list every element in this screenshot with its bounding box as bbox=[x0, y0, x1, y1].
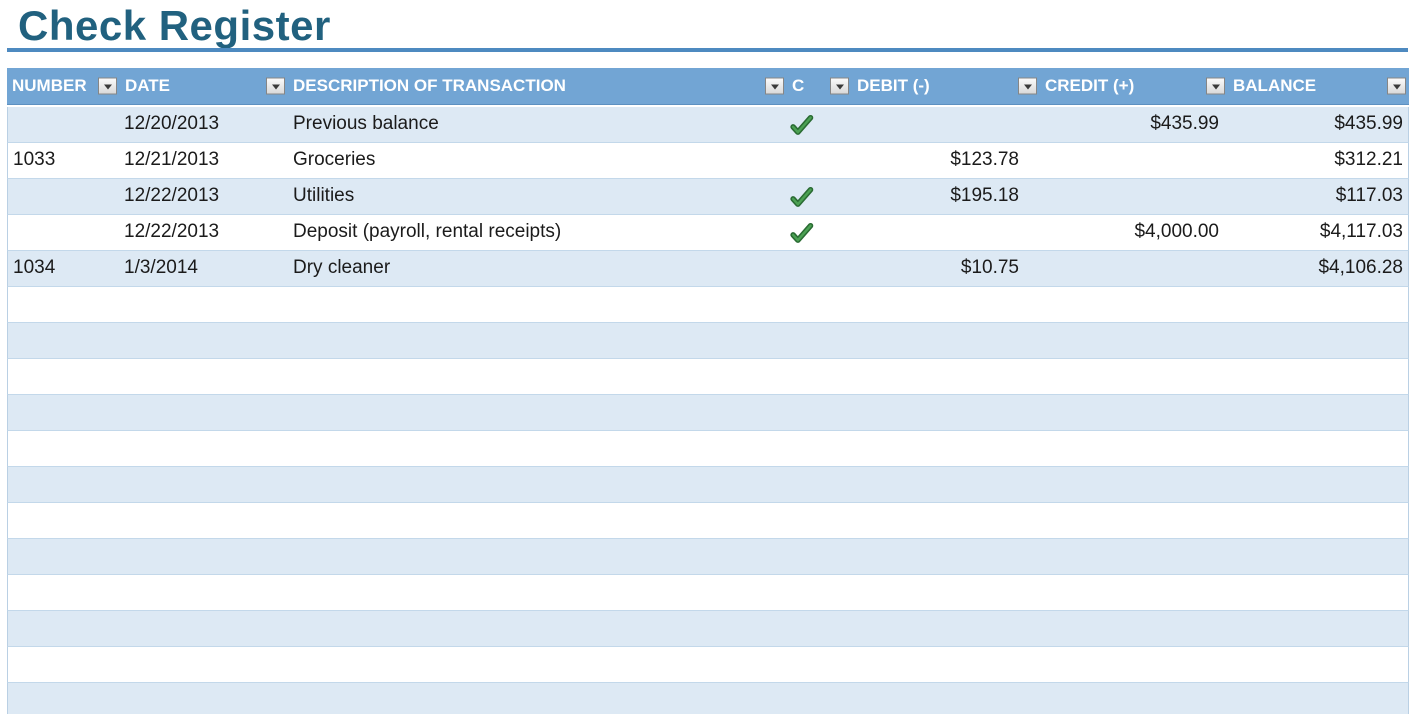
column-header-balance-label: BALANCE bbox=[1233, 76, 1317, 95]
filter-arrow-icon bbox=[1392, 84, 1401, 89]
cell-description[interactable]: Groceries bbox=[293, 149, 376, 170]
cell-debit[interactable]: $195.18 bbox=[950, 185, 1019, 206]
cell-cleared[interactable] bbox=[788, 215, 853, 250]
cell-number[interactable]: 1033 bbox=[13, 149, 56, 170]
cell-cleared[interactable] bbox=[788, 251, 853, 286]
column-header-cleared-label: C bbox=[792, 76, 805, 95]
column-header-date-label: DATE bbox=[125, 76, 171, 95]
filter-arrow-icon bbox=[1023, 84, 1032, 89]
cell-debit[interactable]: $10.75 bbox=[960, 257, 1019, 278]
column-header-credit: CREDIT (+) bbox=[1040, 68, 1228, 104]
empty-row[interactable] bbox=[7, 323, 1409, 359]
cell-debit[interactable] bbox=[853, 215, 1041, 250]
cleared-check-icon bbox=[790, 222, 814, 243]
cell-cleared[interactable] bbox=[788, 107, 853, 142]
column-header-date: DATE bbox=[120, 68, 288, 104]
empty-row[interactable] bbox=[7, 359, 1409, 395]
cell-description[interactable]: Previous balance bbox=[293, 113, 439, 134]
cell-balance[interactable]: $312.21 bbox=[1334, 149, 1403, 170]
filter-button-debit[interactable] bbox=[1018, 77, 1037, 95]
column-header-description-label: DESCRIPTION OF TRANSACTION bbox=[293, 76, 566, 95]
cell-number[interactable] bbox=[8, 179, 121, 214]
filter-button-credit[interactable] bbox=[1206, 77, 1225, 95]
cell-date[interactable]: 12/21/2013 bbox=[124, 149, 220, 170]
column-header-debit: DEBIT (-) bbox=[852, 68, 1040, 104]
table-header-row: NUMBER DATE DESCRIPTION OF TRANSACTION C… bbox=[7, 68, 1409, 105]
table-row: 12/22/2013 Utilities $195.18 $117.03 bbox=[7, 179, 1409, 215]
filter-arrow-icon bbox=[1211, 84, 1220, 89]
column-header-balance: BALANCE bbox=[1228, 68, 1409, 104]
cell-balance[interactable]: $117.03 bbox=[1335, 185, 1403, 206]
table-row: 1033 12/21/2013 Groceries $123.78 $312.2… bbox=[7, 143, 1409, 179]
check-register-table: NUMBER DATE DESCRIPTION OF TRANSACTION C… bbox=[7, 68, 1409, 714]
cell-date[interactable]: 12/20/2013 bbox=[124, 113, 220, 134]
table-row: 1034 1/3/2014 Dry cleaner $10.75 $4,106.… bbox=[7, 251, 1409, 287]
empty-row[interactable] bbox=[7, 287, 1409, 323]
cell-description[interactable]: Utilities bbox=[293, 185, 355, 206]
cell-balance[interactable]: $4,106.28 bbox=[1318, 257, 1403, 278]
empty-row[interactable] bbox=[7, 539, 1409, 575]
empty-row[interactable] bbox=[7, 575, 1409, 611]
cell-number[interactable] bbox=[8, 107, 121, 142]
cell-credit[interactable] bbox=[1041, 143, 1229, 178]
cell-cleared[interactable] bbox=[788, 143, 853, 178]
filter-button-description[interactable] bbox=[765, 77, 784, 95]
empty-row[interactable] bbox=[7, 503, 1409, 539]
filter-button-cleared[interactable] bbox=[830, 77, 849, 95]
empty-row[interactable] bbox=[7, 611, 1409, 647]
cell-date[interactable]: 12/22/2013 bbox=[124, 221, 220, 242]
filter-arrow-icon bbox=[770, 84, 779, 89]
cleared-check-icon bbox=[790, 114, 814, 135]
cell-balance[interactable]: $4,117.03 bbox=[1319, 221, 1403, 242]
cell-debit[interactable]: $123.78 bbox=[950, 149, 1019, 170]
filter-arrow-icon bbox=[835, 84, 844, 89]
column-header-cleared: C bbox=[787, 68, 852, 104]
cell-credit[interactable]: $435.99 bbox=[1150, 113, 1219, 134]
column-header-credit-label: CREDIT (+) bbox=[1045, 76, 1135, 95]
filter-button-number[interactable] bbox=[98, 77, 117, 95]
title-rule bbox=[7, 48, 1408, 52]
page-title: Check Register bbox=[18, 2, 331, 49]
filter-button-date[interactable] bbox=[266, 77, 285, 95]
cleared-check-icon bbox=[790, 186, 814, 207]
empty-row[interactable] bbox=[7, 647, 1409, 683]
column-header-number: NUMBER bbox=[7, 68, 120, 104]
cell-credit[interactable] bbox=[1041, 251, 1229, 286]
cell-description[interactable]: Dry cleaner bbox=[293, 257, 391, 278]
filter-button-balance[interactable] bbox=[1387, 77, 1406, 95]
column-header-debit-label: DEBIT (-) bbox=[857, 76, 930, 95]
empty-row[interactable] bbox=[7, 683, 1409, 714]
cell-number[interactable] bbox=[8, 215, 121, 250]
table-row: 12/22/2013 Deposit (payroll, rental rece… bbox=[7, 215, 1409, 251]
column-header-number-label: NUMBER bbox=[12, 76, 87, 95]
cell-date[interactable]: 1/3/2014 bbox=[124, 257, 198, 278]
cell-number[interactable]: 1034 bbox=[13, 257, 56, 278]
empty-row[interactable] bbox=[7, 467, 1409, 503]
cell-date[interactable]: 12/22/2013 bbox=[124, 185, 220, 206]
cell-credit[interactable] bbox=[1041, 179, 1229, 214]
filter-arrow-icon bbox=[103, 84, 112, 89]
column-header-description: DESCRIPTION OF TRANSACTION bbox=[288, 68, 787, 104]
cell-debit[interactable] bbox=[853, 107, 1041, 142]
filter-arrow-icon bbox=[271, 84, 280, 89]
cell-cleared[interactable] bbox=[788, 179, 853, 214]
cell-balance[interactable]: $435.99 bbox=[1334, 113, 1403, 134]
empty-row[interactable] bbox=[7, 395, 1409, 431]
cell-credit[interactable]: $4,000.00 bbox=[1134, 221, 1219, 242]
empty-row[interactable] bbox=[7, 431, 1409, 467]
table-row: 12/20/2013 Previous balance $435.99 $435… bbox=[7, 107, 1409, 143]
cell-description[interactable]: Deposit (payroll, rental receipts) bbox=[293, 221, 562, 242]
